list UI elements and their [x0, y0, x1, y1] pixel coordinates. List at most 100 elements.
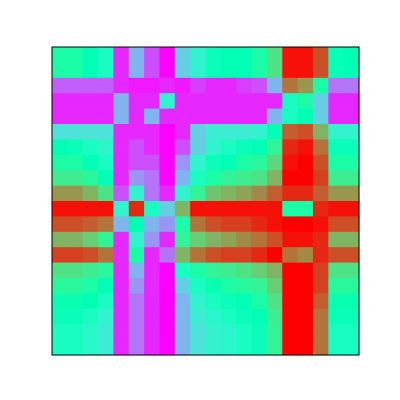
heatmap-cell [205, 139, 222, 156]
heatmap-cell [251, 93, 268, 110]
heatmap-cell [144, 262, 161, 279]
heatmap-cell [128, 93, 145, 110]
heatmap-cell [52, 293, 68, 310]
heatmap-cell [297, 185, 314, 202]
heatmap-cell [128, 139, 145, 156]
heatmap-cell [67, 139, 84, 156]
heatmap-cell [220, 324, 237, 341]
heatmap-cell [82, 262, 99, 279]
heatmap-cell [251, 62, 268, 79]
heatmap-cell [220, 77, 237, 94]
heatmap-cell [312, 47, 329, 63]
heatmap-cell [251, 201, 268, 217]
heatmap-cell [113, 170, 130, 187]
heatmap-cell [174, 216, 191, 233]
heatmap-cell [159, 124, 176, 140]
heatmap-cell [251, 124, 268, 140]
heatmap-cell [297, 108, 314, 125]
heatmap-cell [174, 93, 191, 110]
heatmap-cell [312, 154, 329, 171]
heatmap-cell [174, 201, 191, 217]
heatmap-cell [328, 77, 345, 94]
heatmap-cells [52, 47, 360, 356]
heatmap-cell [174, 278, 191, 294]
heatmap-cell [297, 154, 314, 171]
heatmap-cell [159, 154, 176, 171]
heatmap-cell [52, 154, 68, 171]
heatmap-cell [52, 139, 68, 156]
heatmap-cell [251, 185, 268, 202]
heatmap-cell [98, 77, 114, 94]
heatmap-cell [266, 293, 283, 310]
heatmap-cell [266, 201, 283, 217]
heatmap-cell [236, 216, 253, 233]
heatmap-cell [328, 262, 345, 279]
heatmap-cell [205, 170, 222, 187]
heatmap-cell [312, 339, 329, 356]
heatmap-cell [297, 170, 314, 187]
heatmap-cell [144, 47, 161, 63]
heatmap-cell [159, 293, 176, 310]
heatmap-cell [236, 201, 253, 217]
heatmap-cell [190, 139, 207, 156]
heatmap-cell [297, 231, 314, 248]
heatmap-cell [343, 77, 360, 94]
heatmap-cell [205, 308, 222, 325]
heatmap-cell [98, 139, 114, 156]
heatmap-cell [297, 262, 314, 279]
heatmap-cell [220, 293, 237, 310]
heatmap-cell [297, 77, 314, 94]
heatmap-cell [113, 262, 130, 279]
heatmap-cell [205, 154, 222, 171]
heatmap-cell [190, 62, 207, 79]
heatmap-cell [144, 231, 161, 248]
heatmap-cell [343, 201, 360, 217]
heatmap-cell [113, 47, 130, 63]
heatmap-cell [52, 308, 68, 325]
heatmap-cell [52, 93, 68, 110]
heatmap-cell [113, 154, 130, 171]
heatmap-cell [82, 293, 99, 310]
heatmap-cell [190, 278, 207, 294]
heatmap-cell [343, 293, 360, 310]
heatmap-cell [52, 77, 68, 94]
heatmap-cell [144, 201, 161, 217]
heatmap-cell [98, 154, 114, 171]
heatmap-cell [220, 154, 237, 171]
heatmap-cell [266, 124, 283, 140]
heatmap-cell [128, 201, 145, 217]
heatmap-cell [220, 93, 237, 110]
heatmap-cell [190, 170, 207, 187]
heatmap-cell [190, 216, 207, 233]
heatmap-cell [266, 262, 283, 279]
heatmap-cell [343, 185, 360, 202]
heatmap-cell [98, 247, 114, 264]
heatmap-cell [312, 170, 329, 187]
heatmap-cell [343, 262, 360, 279]
heatmap-cell [159, 93, 176, 110]
heatmap-cell [67, 278, 84, 294]
heatmap-cell [82, 216, 99, 233]
heatmap-cell [328, 170, 345, 187]
heatmap-cell [82, 201, 99, 217]
heatmap-cell [343, 62, 360, 79]
heatmap-cell [174, 154, 191, 171]
heatmap-cell [67, 185, 84, 202]
heatmap-cell [67, 201, 84, 217]
heatmap-cell [67, 247, 84, 264]
heatmap-cell [328, 278, 345, 294]
heatmap-cell [251, 216, 268, 233]
heatmap-cell [205, 247, 222, 264]
heatmap-cell [190, 262, 207, 279]
heatmap-cell [297, 339, 314, 356]
heatmap-cell [190, 108, 207, 125]
heatmap-cell [205, 185, 222, 202]
heatmap-cell [113, 216, 130, 233]
heatmap-cell [52, 216, 68, 233]
heatmap-cell [190, 308, 207, 325]
heatmap-cell [52, 170, 68, 187]
heatmap-cell [266, 231, 283, 248]
heatmap-cell [128, 231, 145, 248]
heatmap-cell [67, 47, 84, 63]
heatmap-cell [205, 47, 222, 63]
